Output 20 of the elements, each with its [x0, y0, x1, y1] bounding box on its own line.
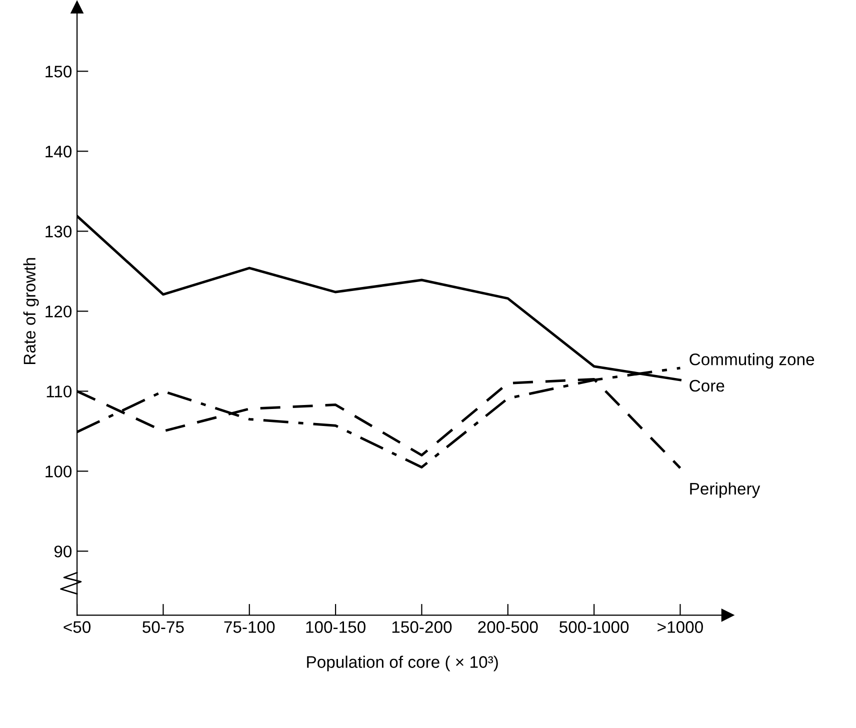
y-tick-label: 150: [46, 66, 72, 78]
x-tick-label: 200-500: [478, 621, 538, 633]
y-tick-label: 100: [46, 466, 72, 478]
x-tick-label: 500-1000: [559, 621, 629, 633]
x-axis-title: Population of core ( × 10³): [307, 656, 498, 672]
y-tick-label: 90: [54, 546, 72, 558]
y-tick-label: 130: [46, 226, 72, 238]
x-tick-label: 50-75: [142, 621, 184, 633]
series-label: Commuting zone: [690, 353, 814, 369]
series-label: Periphery: [690, 482, 760, 498]
x-tick-label: <50: [64, 621, 91, 633]
x-tick-label: >1000: [658, 621, 703, 633]
y-tick-label: 120: [46, 306, 72, 318]
y-axis-title: Rate of growth: [23, 258, 39, 364]
y-tick-label: 140: [46, 146, 72, 158]
series-label: Core: [690, 380, 724, 392]
y-tick-label: 110: [46, 386, 72, 398]
x-tick-label: 150-200: [392, 621, 452, 633]
x-tick-label: 100-150: [306, 621, 366, 633]
x-tick-label: 75-100: [224, 621, 275, 633]
